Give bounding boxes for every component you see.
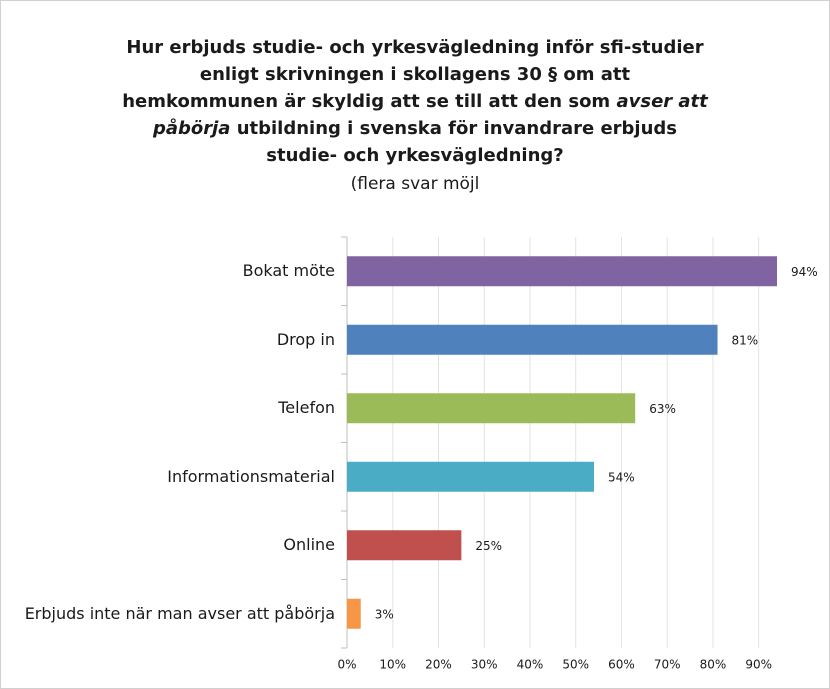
x-tick-label: 30% — [471, 658, 498, 672]
chart-title-line: enligt skrivningen i skollagens 30 § om … — [200, 64, 631, 85]
category-label-box: Drop in — [277, 328, 335, 352]
x-tick-label: 0% — [337, 658, 356, 672]
data-label: 81% — [732, 333, 759, 347]
x-tick-label: 40% — [517, 658, 544, 672]
bar — [347, 324, 718, 355]
x-tick-label: 80% — [700, 658, 727, 672]
bar — [347, 393, 636, 424]
title-segment: enligt skrivningen i skollagens 30 § om … — [200, 64, 631, 85]
y-tick-label: Erbjuds inte när man avser att påbörja — [24, 603, 335, 623]
x-tick-label: 50% — [562, 658, 589, 672]
data-label: 54% — [608, 470, 635, 484]
chart-title-line: studie- och yrkesvägledning? — [266, 145, 563, 166]
bar — [347, 530, 462, 561]
chart-title-line: Hur erbjuds studie- och yrkesvägledning … — [126, 37, 703, 58]
title-segment: studie- och yrkesvägledning? — [266, 145, 563, 166]
category-label-box: Online — [283, 533, 335, 557]
y-tick-label: Informationsmaterial — [167, 466, 335, 486]
category-label-box: Bokat möte — [243, 259, 335, 283]
x-tick-label: 20% — [425, 658, 452, 672]
title-segment: hemkommunen är skyldig att se till att d… — [122, 91, 616, 112]
title-segment: Hur erbjuds studie- och yrkesvägledning … — [126, 37, 703, 58]
category-label-box: Erbjuds inte när man avser att påbörja — [25, 602, 335, 626]
x-tick-label: 90% — [745, 658, 772, 672]
data-label: 63% — [649, 402, 676, 416]
bar — [347, 256, 777, 287]
y-tick-label: Bokat möte — [242, 261, 335, 281]
title-segment: utbildning i svenska för invandrare erbj… — [230, 118, 677, 139]
data-label: 94% — [791, 265, 818, 279]
category-label-box: Telefon — [278, 396, 335, 420]
title-segment: avser att — [616, 91, 709, 112]
x-tick-label: 70% — [654, 658, 681, 672]
y-tick-label: Online — [283, 535, 335, 555]
x-tick-label: 60% — [608, 658, 635, 672]
data-label: 3% — [375, 607, 394, 621]
y-tick-label: Telefon — [278, 398, 335, 418]
chart-title-line: påbörja utbildning i svenska för invandr… — [152, 118, 677, 139]
bar — [347, 598, 361, 629]
title-segment: påbörja — [152, 118, 230, 139]
category-label-box: Informationsmaterial — [167, 465, 335, 489]
chart-subtitle: (flera svar möjl — [351, 174, 480, 194]
x-tick-label: 10% — [379, 658, 406, 672]
chart-title-line: hemkommunen är skyldig att se till att d… — [122, 91, 709, 112]
y-tick-label: Drop in — [276, 329, 335, 349]
bar — [347, 461, 595, 492]
data-label: 25% — [475, 539, 502, 553]
